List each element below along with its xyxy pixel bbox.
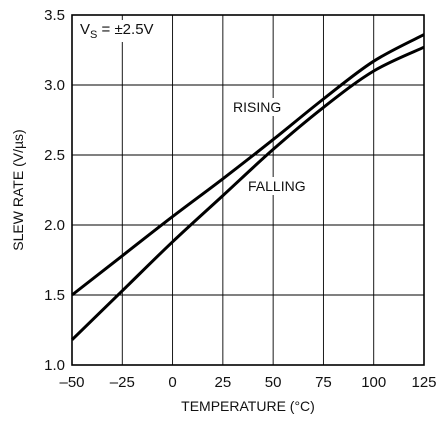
x-tick-label: –25 [110,374,135,391]
series-line-rising [71,33,425,297]
supply-voltage-note-background [77,20,157,42]
series-label-rising: RISING [233,99,281,115]
series-layer [70,33,425,341]
y-tick-label: 3.0 [44,77,65,94]
note-base: V [80,21,90,38]
plot-frame [71,14,425,366]
note-rest: = ±2.5V [97,21,153,38]
x-axis-title: TEMPERATURE (°C) [181,398,315,414]
y-tick-label: 3.5 [44,7,65,24]
y-tick-label: 2.5 [44,147,65,164]
x-tick-label: 100 [361,374,386,391]
x-tick-label: 0 [168,374,176,391]
note-subscript: S [90,29,97,41]
series-line-falling [70,45,425,341]
x-tick-label: 25 [215,374,232,391]
x-tick-label: 75 [315,374,332,391]
y-tick-label: 1.0 [44,357,65,374]
ticks-layer: –50 –25 0 25 50 75 100 125 1.0 1.5 2.0 2.5 3.0 3.5 [44,7,436,391]
y-axis-title: SLEW RATE (V/µs) [10,129,26,250]
x-tick-label: 50 [265,374,282,391]
y-tick-label: 2.0 [44,217,65,234]
x-tick-label: 125 [411,374,436,391]
falling-label-background [245,177,309,195]
y-tick-label: 1.5 [44,287,65,304]
supply-voltage-note: VS = ±2.5V [80,21,154,41]
rising-label-background [230,98,285,116]
series-label-falling: FALLING [248,178,306,194]
grid [72,15,424,365]
x-tick-label: –50 [59,374,84,391]
